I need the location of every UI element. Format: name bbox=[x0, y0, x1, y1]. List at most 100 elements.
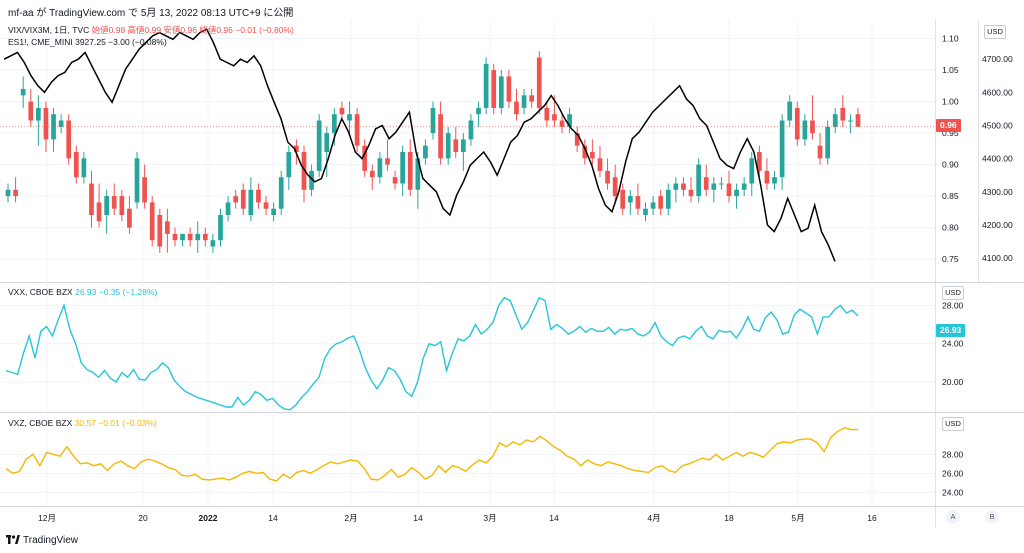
vxz-legend-symbol: VXZ, CBOE BZX bbox=[8, 418, 73, 428]
candle-body bbox=[51, 114, 56, 140]
candle-body bbox=[369, 170, 375, 178]
vxz-series-line bbox=[5, 426, 858, 482]
candle-body bbox=[521, 95, 527, 108]
candle-body bbox=[681, 183, 686, 190]
candle-body bbox=[377, 158, 383, 178]
auto-scale-button[interactable]: A bbox=[946, 510, 960, 524]
candle-body bbox=[855, 114, 861, 127]
publish-info: mf-aa が TradingView.com で 5月 13, 2022 08… bbox=[8, 8, 294, 19]
candle-body bbox=[13, 189, 18, 197]
x-tick-label: 2月 bbox=[344, 513, 357, 523]
log-scale-button[interactable]: B bbox=[985, 510, 999, 524]
tradingview-logo-icon bbox=[6, 535, 20, 544]
vxx-legend-symbol: VXX, CBOE BZX bbox=[8, 287, 73, 297]
candle-body bbox=[627, 196, 633, 203]
candle-body bbox=[362, 145, 368, 171]
es-y-tick-label: 4400.00 bbox=[982, 154, 1013, 164]
candle-body bbox=[476, 107, 481, 115]
candle-body bbox=[385, 158, 390, 165]
candle-body bbox=[89, 183, 94, 215]
candle-body bbox=[331, 114, 337, 134]
candle-body bbox=[544, 107, 550, 121]
vxx-last-price-badge: 26.93 bbox=[936, 324, 966, 337]
candle-body bbox=[756, 152, 762, 171]
candle-body bbox=[58, 120, 64, 127]
main-last-price-badge: 0.96 bbox=[936, 119, 961, 132]
es-legend-symbol: ES1!, CME_MINI bbox=[8, 37, 73, 47]
vxz-y-tick-label: 26.00 bbox=[942, 468, 964, 478]
vxz-y-tick-label: 28.00 bbox=[942, 449, 964, 459]
candle-body bbox=[658, 196, 664, 209]
candle-body bbox=[309, 170, 314, 190]
candle-body bbox=[506, 76, 512, 102]
candle-body bbox=[248, 189, 254, 215]
candle-body bbox=[187, 233, 193, 241]
main-y-tick-label: 1.10 bbox=[942, 34, 959, 44]
candle-body bbox=[225, 202, 231, 215]
candle-body bbox=[5, 189, 11, 197]
vxz-legend-values: 30.57 −0.01 (−0.03%) bbox=[74, 418, 157, 428]
candle-body bbox=[263, 202, 269, 209]
x-tick-label: 12月 bbox=[38, 513, 56, 523]
candle-body bbox=[529, 95, 535, 102]
candle-body bbox=[240, 189, 246, 209]
candle-body bbox=[688, 189, 694, 197]
candle-body bbox=[180, 233, 185, 241]
candle-body bbox=[582, 145, 588, 159]
vxx-legend-values: 26.93 −0.35 (−1.28%) bbox=[75, 287, 158, 297]
main-y-tick-label: 0.80 bbox=[942, 223, 959, 233]
candle-body bbox=[840, 107, 846, 121]
candle-body bbox=[316, 120, 322, 171]
candle-body bbox=[597, 158, 603, 171]
candle-body bbox=[104, 196, 110, 215]
vxx-y-tick-label: 20.00 bbox=[942, 377, 964, 387]
candle-body bbox=[423, 145, 428, 159]
candle-body bbox=[787, 101, 793, 121]
candle-body bbox=[36, 107, 41, 121]
footer-brand: TradingView bbox=[6, 535, 78, 546]
candle-body bbox=[491, 70, 497, 108]
main-y-tick-label: 0.75 bbox=[942, 254, 959, 264]
candle-body bbox=[354, 114, 360, 146]
es-series-line bbox=[3, 28, 836, 262]
candle-body bbox=[726, 183, 732, 197]
candle-body bbox=[445, 133, 451, 159]
candle-body bbox=[111, 196, 117, 209]
candle-body bbox=[559, 120, 565, 127]
candle-body bbox=[612, 177, 618, 197]
candle-body bbox=[620, 189, 626, 209]
candle-body bbox=[719, 183, 724, 185]
vxz-currency-button[interactable]: USD bbox=[942, 417, 964, 431]
candle-body bbox=[218, 215, 223, 241]
x-tick-label: 5月 bbox=[791, 513, 804, 523]
candle-body bbox=[665, 189, 671, 209]
candle-body bbox=[415, 158, 421, 190]
candle-body bbox=[271, 208, 276, 215]
candle-body bbox=[278, 177, 284, 209]
vxz-y-tick-label: 24.00 bbox=[942, 487, 964, 497]
candle-body bbox=[202, 233, 208, 241]
es-legend: ES1!, CME_MINI 3927.25 −3.00 (−0.08%) bbox=[8, 37, 167, 48]
candle-body bbox=[233, 196, 239, 203]
candle-body bbox=[741, 183, 747, 190]
candle-body bbox=[256, 189, 261, 203]
x-tick-label: 4月 bbox=[647, 513, 660, 523]
main-legend-symbol: VIX/VIX3M, 1日, TVC bbox=[8, 25, 90, 35]
candle-body bbox=[96, 202, 102, 222]
candle-body bbox=[453, 139, 459, 152]
vxx-series-line bbox=[5, 296, 859, 411]
vxx-currency-button[interactable]: USD bbox=[942, 286, 964, 300]
candle-body bbox=[536, 57, 542, 108]
es-y-tick-label: 4500.00 bbox=[982, 120, 1013, 130]
x-tick-label: 2022 bbox=[199, 513, 218, 523]
candle-body bbox=[134, 158, 140, 203]
main-y-tick-label: 0.90 bbox=[942, 160, 959, 170]
candle-body bbox=[43, 107, 49, 140]
candle-body bbox=[195, 233, 201, 241]
es-y-tick-label: 4100.00 bbox=[982, 253, 1013, 263]
candle-body bbox=[650, 202, 656, 209]
candle-body bbox=[81, 158, 87, 178]
candle-body bbox=[673, 183, 679, 190]
main-currency-button[interactable]: USD bbox=[984, 25, 1006, 39]
